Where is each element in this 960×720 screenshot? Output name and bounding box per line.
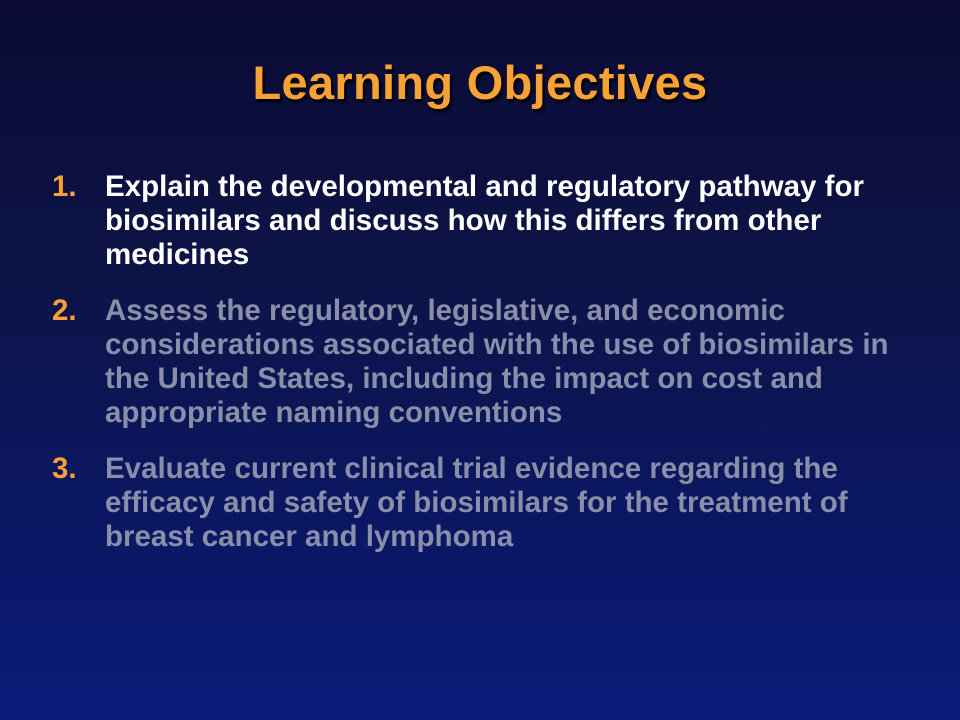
objective-text: Explain the developmental and regulatory…	[105, 170, 864, 271]
slide-title: Learning Objectives	[252, 56, 708, 109]
objective-item-2: 2. Assess the regulatory, legislative, a…	[52, 294, 922, 430]
objective-number: 1.	[52, 170, 77, 203]
objective-number: 3.	[52, 452, 77, 485]
objective-item-1: 1. Explain the developmental and regulat…	[52, 170, 922, 272]
objective-text: Assess the regulatory, legislative, and …	[105, 294, 889, 429]
objective-number: 2.	[52, 294, 77, 327]
objectives-list: 1. Explain the developmental and regulat…	[52, 170, 922, 576]
objective-text: Evaluate current clinical trial evidence…	[105, 452, 848, 553]
objective-item-3: 3. Evaluate current clinical trial evide…	[52, 452, 922, 554]
